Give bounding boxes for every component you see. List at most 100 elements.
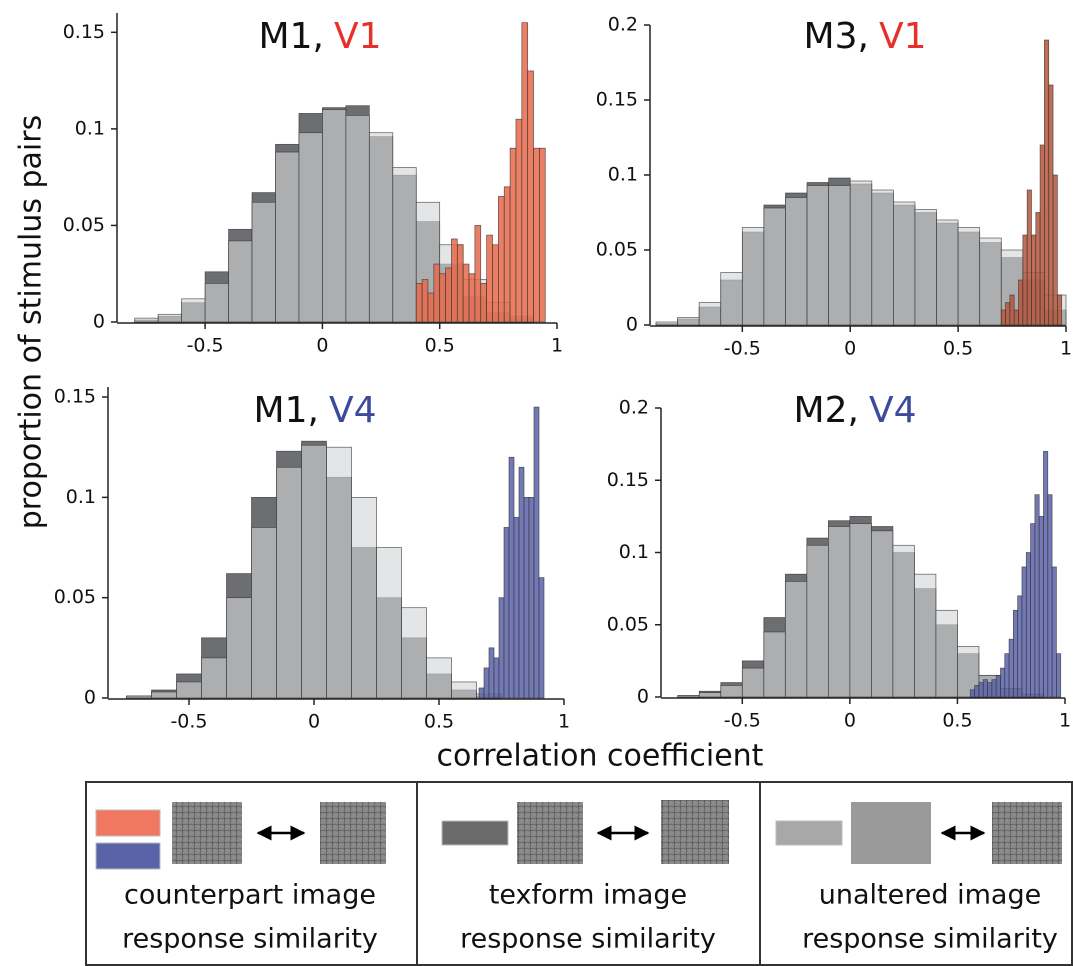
histogram-bar — [176, 681, 202, 699]
histogram-bar — [251, 527, 277, 699]
histogram-bar — [1039, 144, 1045, 326]
y-tick-label: 0.2 — [608, 14, 638, 36]
histogram-bar — [533, 147, 540, 323]
y-tick-label: 0.1 — [608, 164, 638, 186]
histogram-bar — [456, 244, 464, 323]
y-axis-label: proportion of stimulus pairs — [14, 115, 49, 529]
histogram-bar — [1031, 234, 1037, 326]
histogram-bar — [677, 695, 700, 698]
x-tick-label: 0 — [308, 711, 320, 733]
x-tick-label: -0.5 — [724, 710, 761, 732]
histogram-bar — [351, 497, 377, 699]
histogram-bar — [157, 313, 182, 323]
histogram-bar — [1000, 309, 1006, 326]
histogram-bar — [1005, 302, 1011, 326]
y-tick-label: 0.1 — [75, 117, 105, 139]
histogram-bar — [204, 283, 229, 323]
histogram-bar — [1034, 494, 1040, 698]
histogram-bar — [483, 667, 490, 699]
histogram-bar — [276, 466, 302, 699]
x-tick-label: -0.5 — [724, 338, 761, 360]
histogram-bar — [451, 238, 458, 323]
histogram-bar — [1004, 653, 1010, 698]
histogram-bar — [513, 517, 520, 699]
histogram-bar — [978, 682, 984, 698]
legend-label: response similarity — [802, 924, 1058, 955]
histogram-bar — [251, 201, 276, 323]
histogram-bar — [1048, 84, 1054, 326]
y-tick-label: 0 — [626, 314, 638, 336]
histogram-bar — [1035, 212, 1041, 326]
y-tick-label: 0.15 — [607, 469, 649, 491]
y-tick-label: 0.1 — [66, 486, 96, 508]
histogram-bar — [828, 185, 851, 326]
histogram-bar — [478, 687, 485, 699]
histogram-bar — [936, 219, 959, 326]
histogram-bar — [1043, 451, 1049, 698]
histogram-bar — [345, 115, 370, 323]
thumbnail — [851, 802, 931, 864]
histogram-bar — [301, 444, 327, 699]
title-monkey: M1, — [254, 390, 319, 431]
histogram-bar — [462, 263, 470, 323]
histogram-bar — [1026, 189, 1032, 326]
histogram-bar — [518, 466, 525, 699]
histogram-bar — [763, 207, 786, 326]
histogram-bar — [1051, 566, 1057, 698]
histogram-bar — [427, 292, 435, 323]
histogram-bar — [871, 189, 894, 326]
histogram-bar — [785, 197, 808, 326]
histogram-bar — [433, 263, 441, 323]
histogram-bar — [698, 692, 722, 698]
y-tick-label: 0.05 — [54, 586, 96, 608]
panel: 0 0.05 0.1 0.15 0.2 -0.5 0 0.5 1 M2, V4 — [607, 390, 1071, 732]
histogram-bar — [982, 679, 988, 698]
title-area: V4 — [329, 390, 377, 431]
histogram-bar — [914, 209, 937, 326]
x-tick-label: 0 — [844, 338, 856, 360]
legend-label: counterpart image — [124, 880, 376, 911]
histogram-bar — [720, 272, 743, 326]
x-tick-label: 0.5 — [425, 335, 455, 357]
x-tick-label: 0 — [844, 710, 856, 732]
histogram-bar — [1056, 653, 1062, 698]
legend — [85, 781, 1073, 966]
x-tick-label: 0 — [316, 335, 328, 357]
panel: 0 0.05 0.1 0.15 -0.5 0 0.5 1 M1, V1 — [63, 13, 563, 357]
chart-title: M1, V4 — [254, 390, 377, 431]
histogram-bar — [445, 267, 452, 323]
histogram-bar — [1052, 174, 1058, 326]
histogram-bar — [741, 667, 765, 698]
y-tick-label: 0.1 — [619, 541, 649, 563]
title-area: V1 — [334, 16, 382, 57]
histogram-bar — [426, 657, 452, 699]
y-tick-label: 0.05 — [596, 239, 638, 261]
histogram-bar — [480, 283, 487, 323]
legend-swatch — [775, 820, 843, 846]
histogram-bar — [763, 631, 786, 698]
histogram-bar — [893, 201, 916, 326]
histogram-bar — [969, 689, 975, 698]
histogram-bar — [151, 691, 177, 699]
histogram-bar — [468, 273, 476, 323]
y-tick-label: 0 — [84, 687, 96, 709]
title-monkey: M3, — [804, 16, 869, 57]
histogram-bar — [892, 544, 915, 698]
histogram-bar — [720, 685, 743, 698]
title-area: V1 — [879, 16, 927, 57]
x-tick-label: -0.5 — [170, 711, 207, 733]
histogram-bar — [1057, 294, 1063, 326]
histogram-bar — [376, 547, 402, 699]
histogram-bar — [226, 597, 252, 699]
legend-label: texform image — [489, 880, 687, 911]
histogram-bar — [368, 132, 394, 323]
histogram-bar — [1021, 566, 1027, 698]
histogram-bar — [914, 573, 937, 698]
thumbnail — [517, 802, 583, 864]
histogram-bar — [538, 577, 545, 699]
x-tick-label: -0.5 — [187, 335, 224, 357]
histogram-bar — [503, 527, 510, 699]
histogram-bar — [784, 581, 808, 698]
histogram-bar — [849, 180, 873, 326]
